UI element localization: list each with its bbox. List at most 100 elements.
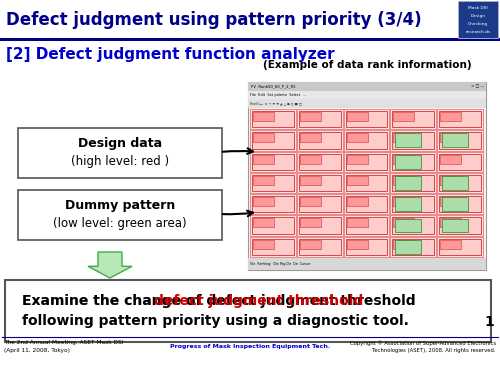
FancyBboxPatch shape (248, 258, 486, 270)
FancyBboxPatch shape (297, 130, 343, 151)
Text: Mask DSI: Mask DSI (468, 6, 488, 10)
Text: FV  Rank50_60_P_2_R1: FV Rank50_60_P_2_R1 (251, 85, 296, 88)
Text: Examine the change of: Examine the change of (22, 294, 206, 308)
Text: [2] Defect judgment function analyzer: [2] Defect judgment function analyzer (6, 47, 334, 63)
FancyBboxPatch shape (394, 133, 414, 142)
FancyBboxPatch shape (250, 216, 296, 236)
FancyBboxPatch shape (392, 196, 434, 213)
Text: Rank1→  ★ ☆ ✦ ✧ ▲ △ ● ○ ■ □: Rank1→ ★ ☆ ✦ ✧ ▲ △ ● ○ ■ □ (250, 101, 302, 106)
FancyBboxPatch shape (395, 197, 421, 211)
FancyBboxPatch shape (248, 91, 486, 99)
FancyBboxPatch shape (346, 219, 368, 228)
Text: Examine the change of defect judgment threshold: Examine the change of defect judgment th… (22, 294, 415, 308)
FancyBboxPatch shape (346, 197, 368, 206)
Text: × □ —: × □ — (471, 85, 484, 88)
Text: (Example of data rank information): (Example of data rank information) (262, 60, 472, 70)
FancyBboxPatch shape (442, 134, 468, 147)
Text: (high level: red ): (high level: red ) (71, 156, 169, 169)
FancyBboxPatch shape (394, 154, 414, 163)
FancyBboxPatch shape (300, 176, 320, 185)
FancyBboxPatch shape (344, 130, 390, 151)
FancyBboxPatch shape (250, 151, 296, 172)
FancyBboxPatch shape (297, 173, 343, 193)
FancyBboxPatch shape (344, 173, 390, 193)
FancyBboxPatch shape (440, 154, 461, 163)
FancyBboxPatch shape (394, 197, 414, 206)
FancyBboxPatch shape (437, 173, 483, 193)
FancyBboxPatch shape (346, 239, 388, 255)
FancyBboxPatch shape (297, 194, 343, 214)
FancyBboxPatch shape (390, 130, 436, 151)
FancyBboxPatch shape (344, 194, 390, 214)
FancyBboxPatch shape (437, 130, 483, 151)
FancyBboxPatch shape (439, 154, 481, 170)
FancyBboxPatch shape (252, 196, 294, 213)
FancyBboxPatch shape (346, 112, 368, 121)
FancyBboxPatch shape (440, 112, 461, 121)
FancyBboxPatch shape (253, 133, 274, 142)
FancyBboxPatch shape (253, 240, 274, 249)
FancyBboxPatch shape (394, 176, 414, 185)
FancyBboxPatch shape (458, 1, 498, 38)
FancyBboxPatch shape (390, 151, 436, 172)
FancyBboxPatch shape (297, 216, 343, 236)
FancyBboxPatch shape (395, 134, 421, 147)
FancyBboxPatch shape (346, 154, 368, 163)
Text: File  Edit  Set palette  Select  ...: File Edit Set palette Select ... (250, 93, 306, 97)
FancyBboxPatch shape (0, 38, 500, 41)
Text: Checking: Checking (468, 22, 488, 26)
FancyBboxPatch shape (439, 239, 481, 255)
FancyBboxPatch shape (248, 82, 486, 91)
FancyBboxPatch shape (299, 239, 341, 255)
FancyBboxPatch shape (250, 173, 296, 193)
FancyBboxPatch shape (250, 194, 296, 214)
FancyBboxPatch shape (442, 197, 468, 211)
FancyBboxPatch shape (437, 109, 483, 129)
FancyBboxPatch shape (299, 196, 341, 213)
FancyBboxPatch shape (440, 197, 461, 206)
Text: Defect judgment using pattern priority (3/4): Defect judgment using pattern priority (… (6, 11, 422, 29)
FancyBboxPatch shape (250, 130, 296, 151)
FancyBboxPatch shape (390, 216, 436, 236)
FancyBboxPatch shape (300, 133, 320, 142)
FancyBboxPatch shape (439, 217, 481, 234)
FancyBboxPatch shape (18, 128, 222, 178)
FancyBboxPatch shape (299, 132, 341, 148)
FancyBboxPatch shape (297, 151, 343, 172)
FancyBboxPatch shape (390, 237, 436, 257)
FancyBboxPatch shape (437, 194, 483, 214)
Text: defect judgment threshold: defect judgment threshold (154, 294, 363, 308)
FancyBboxPatch shape (344, 237, 390, 257)
Text: research.ds: research.ds (466, 30, 490, 34)
FancyBboxPatch shape (299, 154, 341, 170)
FancyBboxPatch shape (346, 175, 388, 191)
FancyBboxPatch shape (439, 196, 481, 213)
Text: Examine the change of: Examine the change of (22, 294, 206, 308)
FancyBboxPatch shape (344, 109, 390, 129)
FancyBboxPatch shape (390, 194, 436, 214)
FancyBboxPatch shape (252, 132, 294, 148)
Text: Design: Design (470, 14, 486, 18)
FancyBboxPatch shape (394, 112, 414, 121)
FancyBboxPatch shape (346, 132, 388, 148)
Text: Courtesy of STARC: Courtesy of STARC (408, 280, 486, 289)
FancyBboxPatch shape (392, 175, 434, 191)
FancyBboxPatch shape (5, 280, 491, 342)
FancyBboxPatch shape (442, 219, 468, 232)
FancyBboxPatch shape (300, 219, 320, 228)
FancyBboxPatch shape (437, 151, 483, 172)
Text: The 2nd Annual Meeting, ASET Mask DSI: The 2nd Annual Meeting, ASET Mask DSI (4, 340, 124, 345)
FancyBboxPatch shape (395, 219, 421, 232)
FancyBboxPatch shape (390, 173, 436, 193)
FancyBboxPatch shape (0, 0, 500, 38)
FancyBboxPatch shape (346, 240, 368, 249)
FancyBboxPatch shape (437, 216, 483, 236)
FancyBboxPatch shape (440, 240, 461, 249)
FancyBboxPatch shape (439, 175, 481, 191)
FancyBboxPatch shape (390, 109, 436, 129)
Text: Progress of Mask Inspection Equipment Tech.: Progress of Mask Inspection Equipment Te… (170, 344, 330, 349)
FancyBboxPatch shape (300, 154, 320, 163)
FancyBboxPatch shape (252, 175, 294, 191)
FancyBboxPatch shape (300, 112, 320, 121)
FancyBboxPatch shape (299, 111, 341, 127)
